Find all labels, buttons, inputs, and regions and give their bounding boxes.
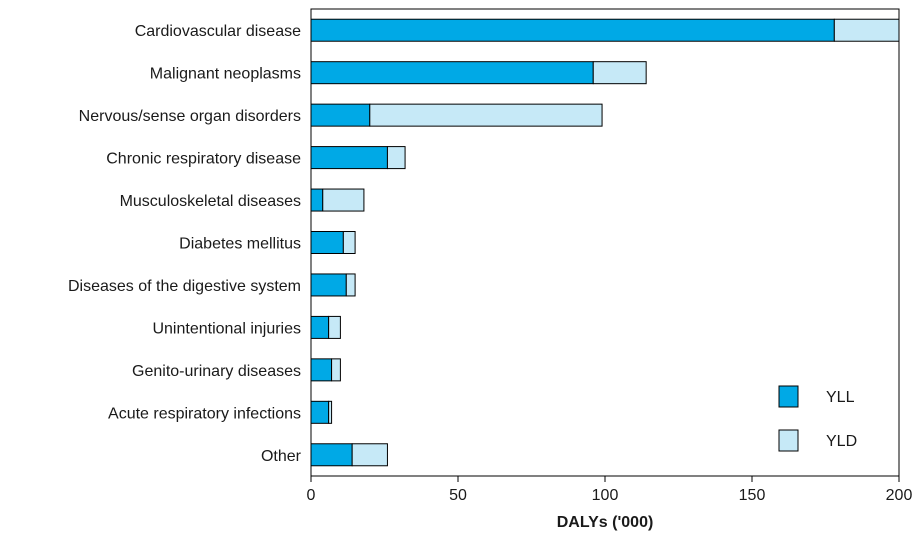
- x-tick-label: 50: [449, 487, 467, 504]
- category-label: Other: [261, 448, 302, 465]
- bar-yld-6: [345, 273, 356, 297]
- legend-label-yll: YLL: [826, 389, 855, 406]
- category-label: Cardiovascular disease: [135, 23, 301, 40]
- plot-area: [310, 8, 900, 477]
- bar-yll-2: [310, 103, 371, 127]
- bar-yll-8: [310, 358, 333, 382]
- x-axis: 0 50 100 150 200: [307, 476, 913, 504]
- x-tick-label: 0: [307, 487, 316, 504]
- legend-swatch-yld: [778, 429, 799, 452]
- x-tick-label: 200: [886, 487, 913, 504]
- category-label: Acute respiratory infections: [108, 405, 301, 422]
- category-labels: Cardiovascular disease Malignant neoplasm…: [68, 23, 302, 465]
- bar-yld-10: [351, 443, 388, 467]
- bars: [310, 18, 900, 467]
- bar-yll-1: [310, 61, 594, 85]
- category-label: Musculoskeletal diseases: [120, 193, 301, 210]
- bar-yll-5: [310, 231, 344, 254]
- bar-yld-2: [369, 103, 603, 127]
- bar-yld-1: [592, 61, 647, 85]
- bar-yll-10: [310, 443, 353, 467]
- x-tick-label: 150: [739, 487, 766, 504]
- category-label: Diseases of the digestive system: [68, 278, 301, 295]
- bar-yll-9: [310, 400, 330, 424]
- category-label: Diabetes mellitus: [179, 236, 301, 253]
- bar-yld-4: [322, 188, 365, 212]
- bar-yll-3: [310, 146, 388, 170]
- legend: YLL YLD: [778, 385, 857, 452]
- category-label: Chronic respiratory disease: [106, 151, 301, 168]
- bar-yll-6: [310, 273, 347, 297]
- bar-yld-3: [386, 146, 406, 170]
- category-label: Nervous/sense organ disorders: [79, 108, 301, 125]
- category-label: Genito-urinary diseases: [132, 363, 301, 380]
- bar-yld-9: [328, 400, 333, 424]
- bar-yld-5: [342, 231, 356, 254]
- legend-swatch-yll: [778, 385, 799, 408]
- bar-yll-4: [310, 188, 324, 212]
- bar-yll-7: [310, 315, 330, 339]
- category-label: Unintentional injuries: [152, 320, 301, 337]
- bar-yld-0: [833, 18, 900, 42]
- category-label: Malignant neoplasms: [150, 66, 301, 83]
- bar-yld-8: [331, 358, 341, 382]
- x-tick-label: 100: [592, 487, 619, 504]
- bar-yld-7: [328, 315, 341, 339]
- bar-yll-0: [310, 18, 835, 42]
- legend-label-yld: YLD: [826, 433, 857, 450]
- x-axis-label: DALYs ('000): [557, 514, 654, 531]
